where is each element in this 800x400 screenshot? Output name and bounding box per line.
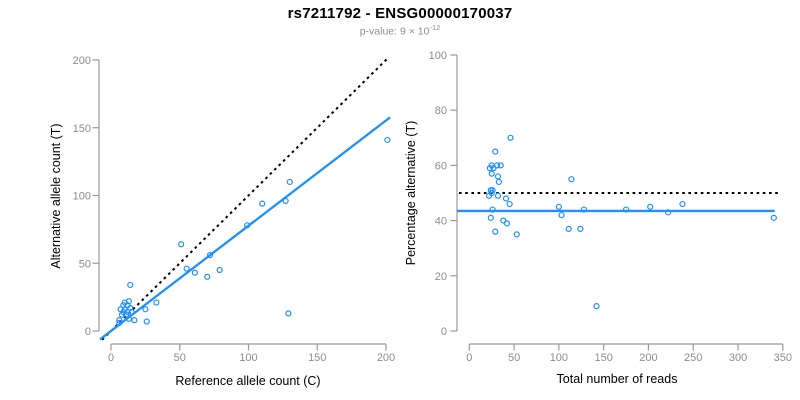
data-point <box>116 319 123 326</box>
x-axis-tick-label: 250 <box>684 352 702 364</box>
left-y-axis-title: Alternative allele count (T) <box>49 123 63 269</box>
data-point <box>647 203 654 210</box>
x-axis-tick-label: 50 <box>508 352 520 364</box>
data-point <box>770 214 777 221</box>
data-point <box>487 214 494 221</box>
data-point <box>507 134 514 141</box>
x-axis-tick-label: 0 <box>108 352 114 364</box>
data-point <box>494 173 502 180</box>
y-axis-tick-label: 20 <box>435 271 447 283</box>
data-point <box>485 192 493 199</box>
left-x-axis-title: Reference allele count (C) <box>175 374 321 388</box>
x-axis-tick-label: 200 <box>377 352 395 364</box>
data-point <box>489 187 496 194</box>
data-point <box>128 308 135 316</box>
x-axis-tick-label: 300 <box>729 352 747 364</box>
data-point <box>244 222 251 229</box>
right-panel: 0 50 100 150 200 250 300 350 0 20 40 60 80 100 <box>429 50 792 364</box>
data-point <box>127 281 134 289</box>
p-value-text: p-value: 9 × 10 <box>359 25 430 38</box>
data-point <box>125 315 132 322</box>
p-value-exponent: -12 <box>429 23 441 32</box>
data-point <box>555 203 562 210</box>
data-point <box>622 206 630 213</box>
y-axis-tick-label: 60 <box>435 160 447 172</box>
data-point <box>183 265 190 272</box>
data-point <box>131 317 138 324</box>
data-point <box>558 211 565 219</box>
data-point <box>495 178 502 186</box>
right-x-axis-title: Total number of reads <box>556 372 678 386</box>
x-axis-tick-label: 50 <box>174 352 186 364</box>
data-point <box>118 311 126 318</box>
data-point <box>123 311 130 318</box>
y-axis-tick-label: 200 <box>73 55 91 67</box>
data-point <box>142 306 149 313</box>
data-point <box>492 148 499 155</box>
data-point <box>285 310 292 317</box>
y-axis-tick-label: 80 <box>435 105 447 117</box>
x-axis-tick-label: 350 <box>774 352 792 364</box>
x-axis-tick-label: 100 <box>239 352 257 364</box>
y-axis-tick-label: 0 <box>441 326 447 338</box>
data-point <box>665 209 672 216</box>
data-point <box>580 206 588 213</box>
fit-line <box>99 116 391 341</box>
x-axis-tick-label: 100 <box>550 352 568 364</box>
data-point <box>490 165 497 172</box>
data-point <box>486 165 494 172</box>
data-point <box>191 269 198 276</box>
y-axis-tick-label: 100 <box>429 50 447 62</box>
x-axis-tick-label: 200 <box>639 352 657 364</box>
identity-line <box>101 56 390 341</box>
right-y-axis-title: Percentage alternative (T) <box>404 120 418 266</box>
data-point <box>593 303 600 310</box>
data-point <box>503 220 511 227</box>
data-point <box>153 299 160 306</box>
data-point <box>286 178 293 186</box>
y-axis-tick-label: 150 <box>73 123 91 135</box>
data-point <box>568 176 575 183</box>
y-axis-tick-label: 40 <box>435 216 447 228</box>
data-point <box>577 225 584 232</box>
x-axis-tick-label: 0 <box>466 352 472 364</box>
data-point <box>565 225 572 232</box>
data-point <box>502 195 510 202</box>
data-point <box>178 241 185 248</box>
data-point <box>497 162 504 169</box>
data-point <box>494 192 502 199</box>
data-point <box>259 200 266 207</box>
p-value-subtitle: p-value: 9 × 10-12 <box>0 23 800 38</box>
left-panel: 0 50 100 150 200 0 50 100 150 200 <box>73 55 396 364</box>
figure-title: rs7211792 - ENSG00000170037 <box>287 5 513 22</box>
data-point <box>206 252 214 259</box>
x-axis-tick-label: 150 <box>594 352 612 364</box>
data-point <box>506 200 513 208</box>
data-point <box>489 206 496 213</box>
data-point <box>282 197 289 205</box>
x-axis-tick-label: 150 <box>308 352 326 364</box>
data-point <box>492 228 499 235</box>
y-axis-tick-label: 50 <box>79 258 91 270</box>
data-point <box>384 136 391 144</box>
data-point <box>513 231 520 238</box>
data-point <box>204 273 211 280</box>
data-point <box>143 318 150 325</box>
data-point <box>116 317 123 324</box>
data-point <box>488 170 495 177</box>
y-axis-tick-label: 100 <box>73 191 91 203</box>
data-point <box>679 200 686 208</box>
y-axis-tick-label: 0 <box>85 326 91 338</box>
data-point <box>216 266 223 274</box>
